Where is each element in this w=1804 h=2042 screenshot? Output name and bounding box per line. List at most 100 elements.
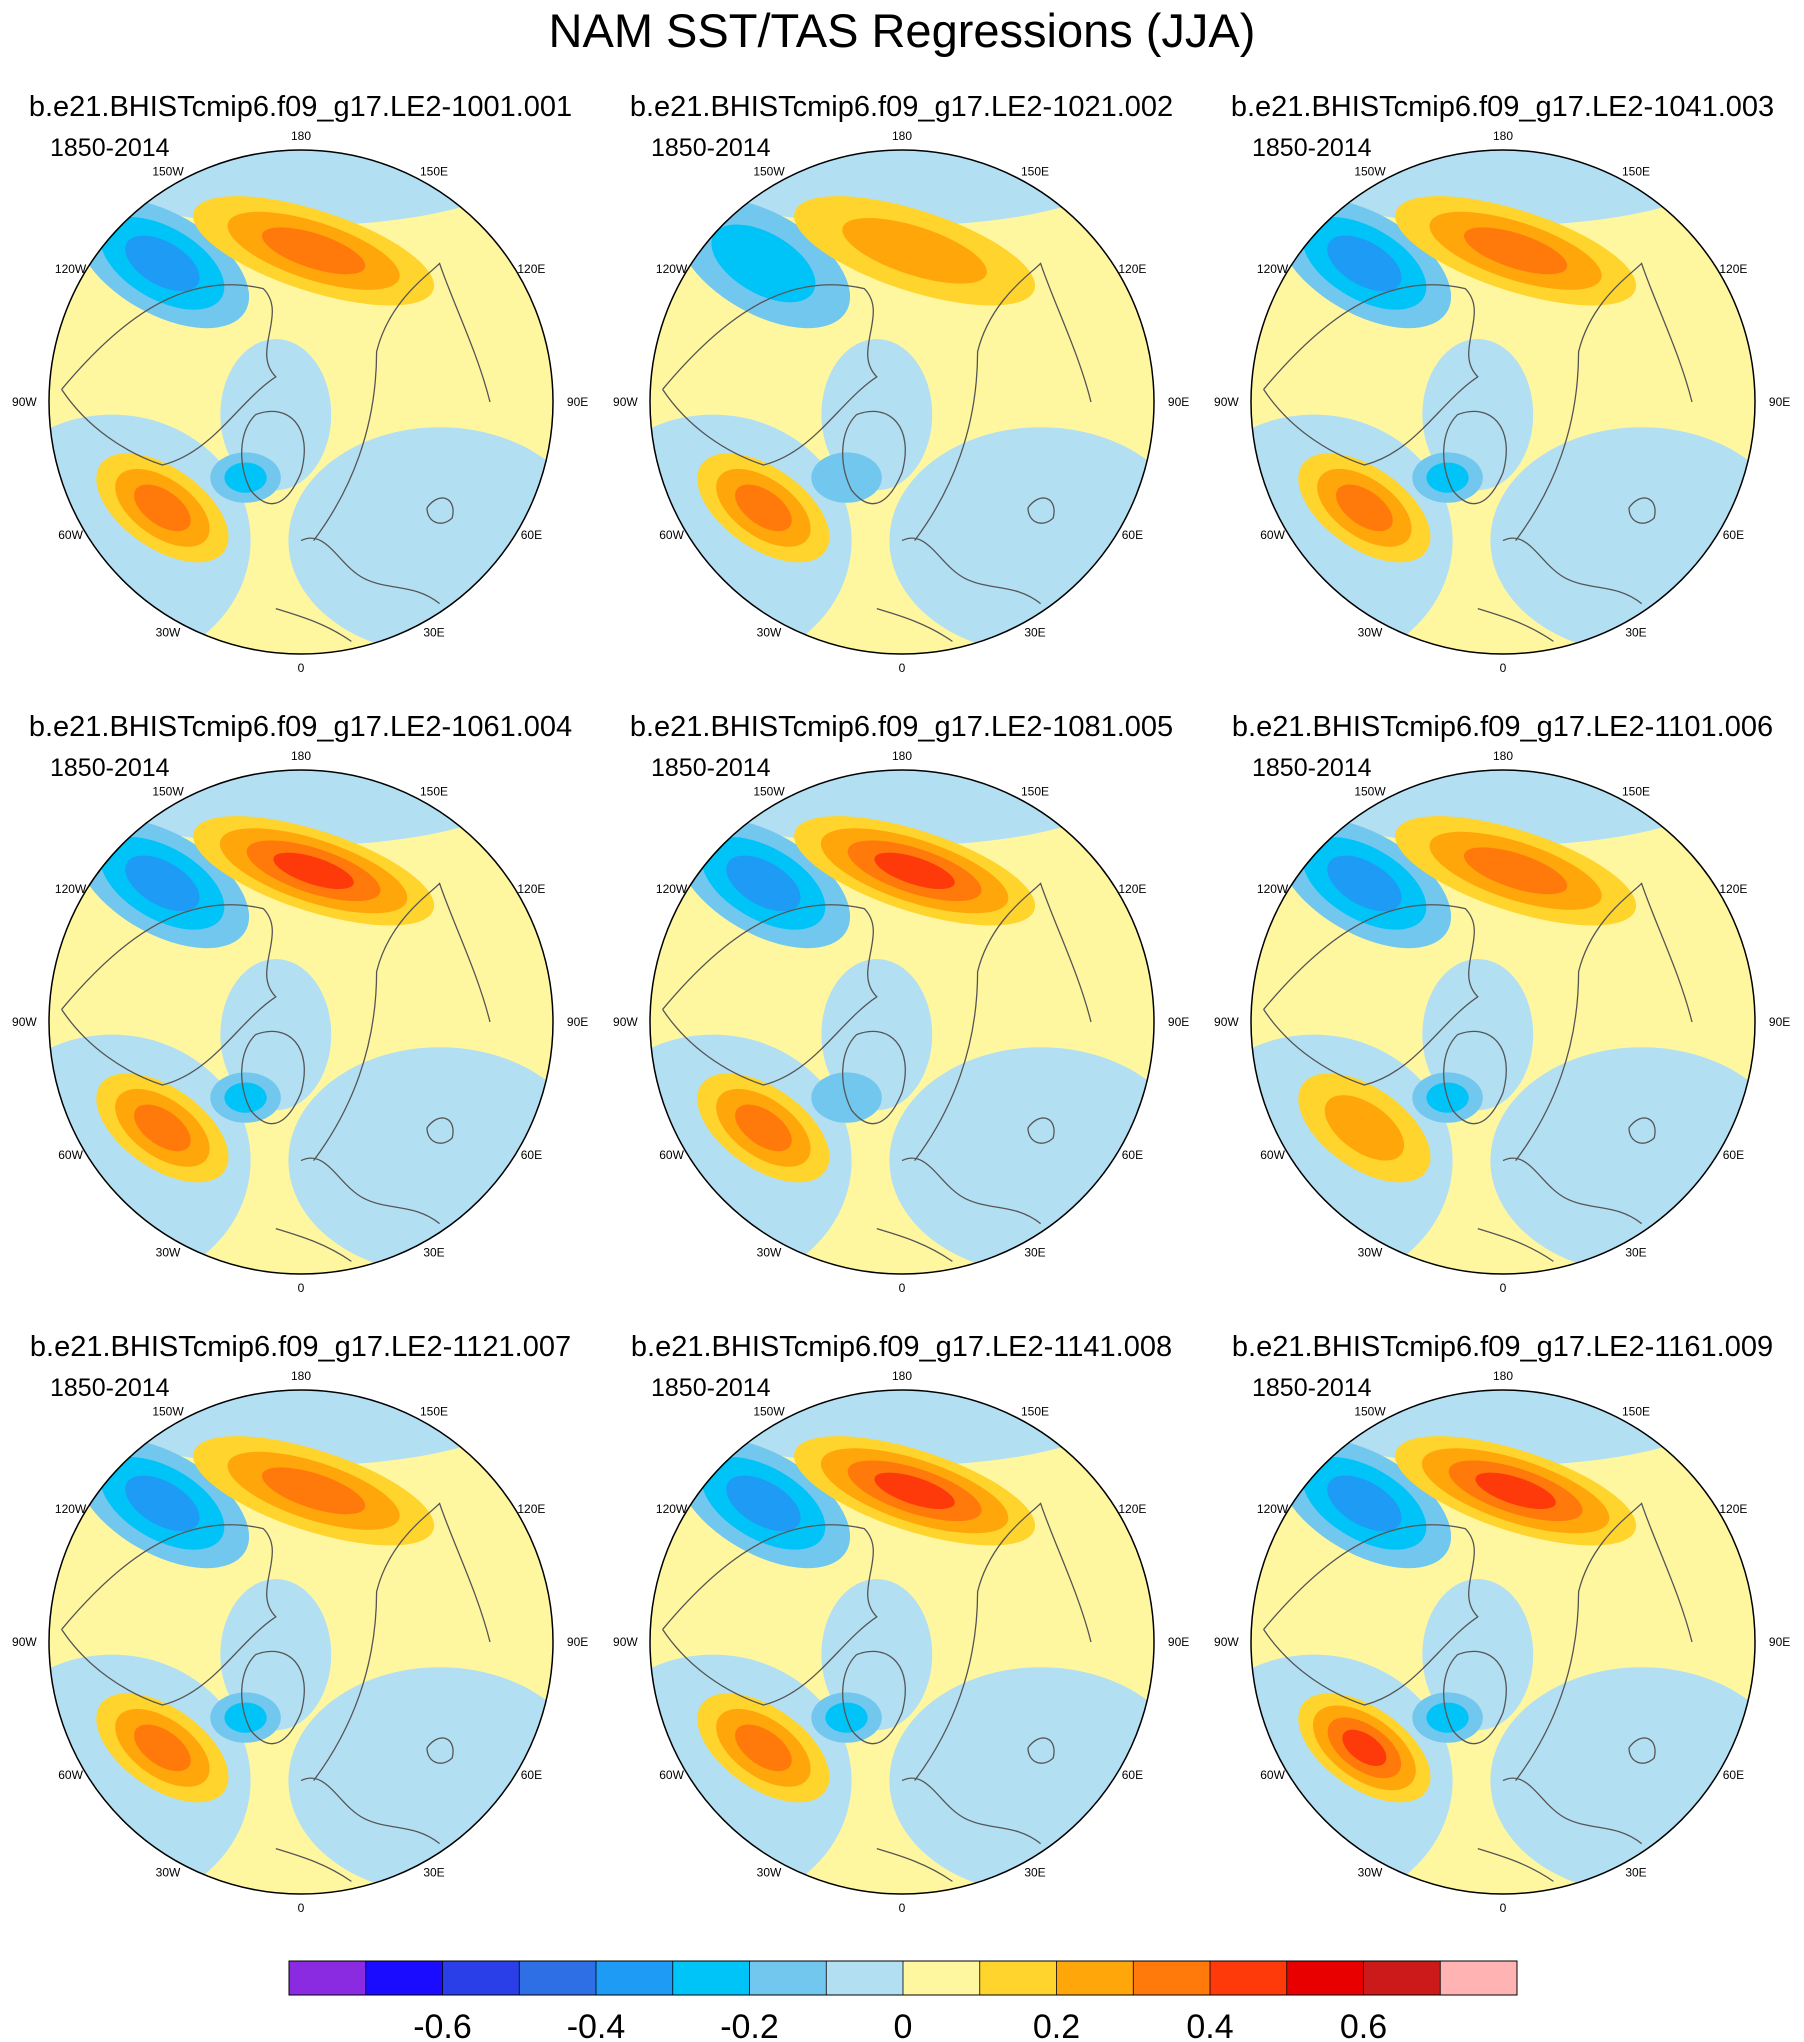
longitude-label: 60W <box>1260 1148 1285 1162</box>
longitude-label: 30E <box>1024 1245 1045 1259</box>
longitude-label: 90E <box>1168 395 1189 409</box>
longitude-label: 120E <box>517 262 545 276</box>
longitude-label: 60E <box>1122 1768 1143 1782</box>
polar-map: 180 150E 120E 90E 60E 30E 0 30W 60W 90W 120W 150W 18… <box>613 750 1189 1295</box>
pacific-negative-contour <box>1327 235 1402 292</box>
colorbar-tick-label: -0.6 <box>413 2008 472 2042</box>
coastline <box>914 1502 1092 1781</box>
panel-title: b.e21.BHISTcmip6.f09_g17.LE2-1021.002 <box>629 91 1174 123</box>
coastline <box>61 1524 277 1706</box>
longitude-label: 90W <box>12 395 37 409</box>
longitude-label: 30W <box>1358 1865 1383 1879</box>
longitude-label: 180 <box>1493 1370 1513 1383</box>
colorbar-swatch <box>1210 1961 1288 1995</box>
longitude-label: 180 <box>892 130 912 143</box>
map-boundary <box>48 769 554 1275</box>
longitude-label: 60E <box>521 1768 542 1782</box>
colorbar-swatch <box>1363 1961 1441 1995</box>
longitude-label: 60W <box>1260 1768 1285 1782</box>
longitude-label: 150E <box>1021 1405 1049 1419</box>
arctic-negative-region <box>220 339 332 491</box>
coastline <box>1515 262 1693 541</box>
coastline <box>313 262 491 541</box>
longitude-label: 150W <box>1354 785 1386 799</box>
coastline <box>662 1524 878 1706</box>
longitude-label: 150E <box>1622 1405 1650 1419</box>
colorbar-tick-label: 0 <box>894 2008 913 2042</box>
longitude-label: 30E <box>1625 1865 1646 1879</box>
longitude-label: 30E <box>1625 1245 1646 1259</box>
panel-title: b.e21.BHISTcmip6.f09_g17.LE2-1101.006 <box>1231 711 1774 743</box>
coastline <box>241 410 305 505</box>
colorbar: -0.6 -0.4 -0.2 0 0.2 0.4 0.6 <box>288 1960 1518 2042</box>
panel-title: b.e21.BHISTcmip6.f09_g17.LE2-1121.007 <box>29 1331 572 1363</box>
period-label: 1850-2014 <box>1252 1374 1372 1402</box>
map-panel: b.e21.BHISTcmip6.f09_g17.LE2-1161.009 180… <box>1202 1330 1803 1950</box>
polar-map: 180 150E 120E 90E 60E 30E 0 30W 60W 90W 120W 150W 18… <box>1214 1370 1790 1915</box>
colorbar-tick-label: 0.4 <box>1186 2008 1233 2042</box>
coastline <box>901 1157 1042 1225</box>
longitude-label: 120W <box>55 262 87 276</box>
colorbar-tick-label: 0.2 <box>1033 2008 1080 2042</box>
polar-map: 180 150E 120E 90E 60E 30E 0 30W 60W 90W 120W 150W 18… <box>1214 750 1790 1295</box>
coastline <box>61 904 277 1086</box>
map-boundary <box>649 149 1155 655</box>
map-panel: b.e21.BHISTcmip6.f09_g17.LE2-1061.004 180… <box>0 710 601 1330</box>
colorbar-swatch <box>1056 1961 1134 1995</box>
panel-title: b.e21.BHISTcmip6.f09_g17.LE2-1161.009 <box>1231 1331 1774 1363</box>
longitude-label: 180 <box>291 1370 311 1383</box>
longitude-label: 120E <box>1118 1502 1146 1516</box>
map-panel: b.e21.BHISTcmip6.f09_g17.LE2-1081.005 180… <box>601 710 1202 1330</box>
longitude-label: 60E <box>521 528 542 542</box>
longitude-label: 150E <box>420 165 448 179</box>
polar-map: 180 150E 120E 90E 60E 30E 0 30W 60W 90W 120W 150W 18… <box>12 1370 588 1915</box>
coastline <box>1628 1737 1656 1764</box>
longitude-label: 150W <box>1354 1405 1386 1419</box>
coastline <box>1628 1117 1656 1144</box>
pacific-positive-contour <box>261 1467 366 1515</box>
coastline <box>1477 607 1554 642</box>
coastline <box>662 904 878 1086</box>
polar-map: 180 150E 120E 90E 60E 30E 0 30W 60W 90W 120W 150W 18… <box>1214 130 1790 675</box>
coastline <box>1443 1030 1507 1125</box>
coastline <box>1477 1847 1554 1882</box>
longitude-label: 180 <box>1493 750 1513 763</box>
colorbar-swatch <box>826 1961 904 1995</box>
longitude-label: 60W <box>1260 528 1285 542</box>
atlantic-positive-contour <box>134 1724 191 1772</box>
colorbar-swatch <box>519 1961 597 1995</box>
coastline <box>1443 410 1507 505</box>
pacific-positive-contour <box>261 227 366 275</box>
coastline <box>275 1847 352 1882</box>
coastline <box>1477 1227 1554 1262</box>
polar-map: 180 150E 120E 90E 60E 30E 0 30W 60W 90W 120W 150W 18… <box>613 1370 1189 1915</box>
longitude-label: 60W <box>58 1768 83 1782</box>
colorbar-swatch <box>903 1961 981 1995</box>
coastline <box>1502 1157 1643 1225</box>
map-boundary <box>649 1389 1155 1895</box>
coastline <box>662 284 878 466</box>
weak-negative-region <box>74 150 528 226</box>
arctic-negative-region <box>220 959 332 1111</box>
map-boundary <box>48 1389 554 1895</box>
longitude-label: 60W <box>58 528 83 542</box>
longitude-label: 120E <box>1719 1502 1747 1516</box>
map-boundary <box>48 149 554 655</box>
longitude-label: 120W <box>656 1502 688 1516</box>
longitude-label: 180 <box>1493 130 1513 143</box>
longitude-label: 60W <box>659 528 684 542</box>
longitude-label: 120W <box>1257 262 1289 276</box>
coastline <box>1515 882 1693 1161</box>
weak-negative-region <box>675 150 1129 226</box>
longitude-label: 90W <box>1214 1635 1239 1649</box>
coastline <box>1628 497 1656 524</box>
longitude-label: 180 <box>892 1370 912 1383</box>
coastline <box>241 1030 305 1125</box>
weak-negative-region <box>74 770 528 846</box>
figure-title: NAM SST/TAS Regressions (JJA) <box>548 4 1256 57</box>
longitude-label: 30W <box>757 1245 782 1259</box>
longitude-label: 90W <box>1214 1015 1239 1029</box>
coastline <box>914 882 1092 1161</box>
longitude-label: 180 <box>291 130 311 143</box>
colorbar-tick-label: -0.4 <box>567 2008 626 2042</box>
